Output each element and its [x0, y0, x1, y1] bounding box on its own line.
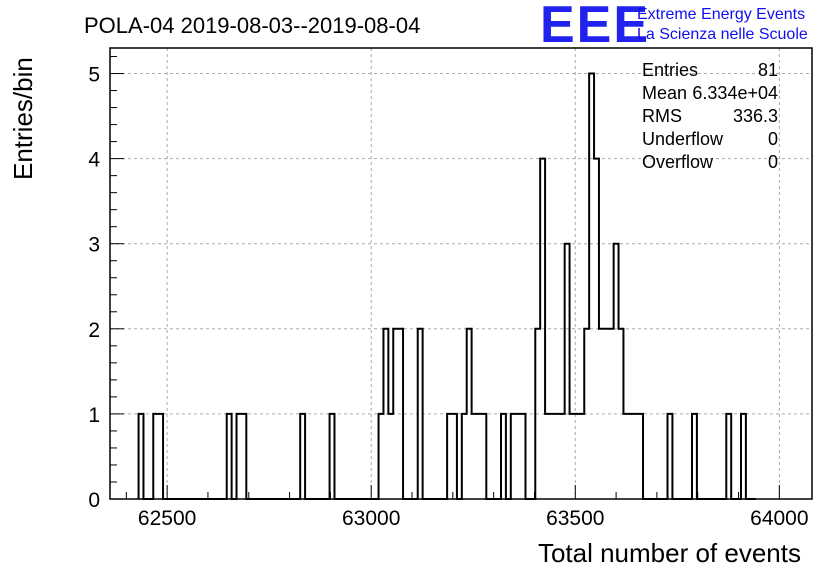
x-tick-label: 63500: [546, 507, 604, 530]
stat-value: 0: [768, 152, 778, 172]
y-tick-label: 2: [88, 319, 100, 342]
stat-value: 6.334e+04: [692, 83, 778, 103]
eee-logo: EEE Extreme Energy Events La Scienza nel…: [540, 0, 808, 54]
y-tick-label: 4: [88, 149, 100, 172]
stat-label: Underflow: [642, 129, 724, 149]
x-tick-label: 64000: [750, 507, 808, 530]
stat-value: 0: [768, 129, 778, 149]
axis-ticks: 62500 63000 63500 64000 0 1 2 3 4 5: [88, 56, 809, 530]
logo-line-1: Extreme Energy Events: [637, 6, 805, 23]
stat-label: Mean: [642, 83, 687, 103]
stat-label: Overflow: [642, 152, 714, 172]
y-tick-label: 0: [88, 489, 100, 512]
x-tick-label: 62500: [138, 507, 196, 530]
stat-label: Entries: [642, 60, 698, 80]
y-tick-label: 1: [88, 404, 100, 427]
stat-value: 81: [758, 60, 778, 80]
x-axis-label: Total number of events: [538, 538, 801, 568]
stat-label: RMS: [642, 106, 682, 126]
stats-box: Entries 81 Mean 6.334e+04 RMS 336.3 Underflow 0…: [642, 60, 778, 172]
eee-logo-mark: EEE: [540, 0, 650, 54]
plot-frame: [109, 47, 813, 500]
y-tick-label: 5: [88, 64, 100, 87]
chart-title: POLA-04 2019-08-03--2019-08-04: [84, 13, 420, 38]
stat-value: 336.3: [733, 106, 778, 126]
logo-line-2: La Scienza nelle Scuole: [637, 26, 808, 43]
x-tick-label: 63000: [342, 507, 400, 530]
y-axis-label: Entries/bin: [8, 57, 38, 180]
y-tick-label: 3: [88, 234, 100, 257]
